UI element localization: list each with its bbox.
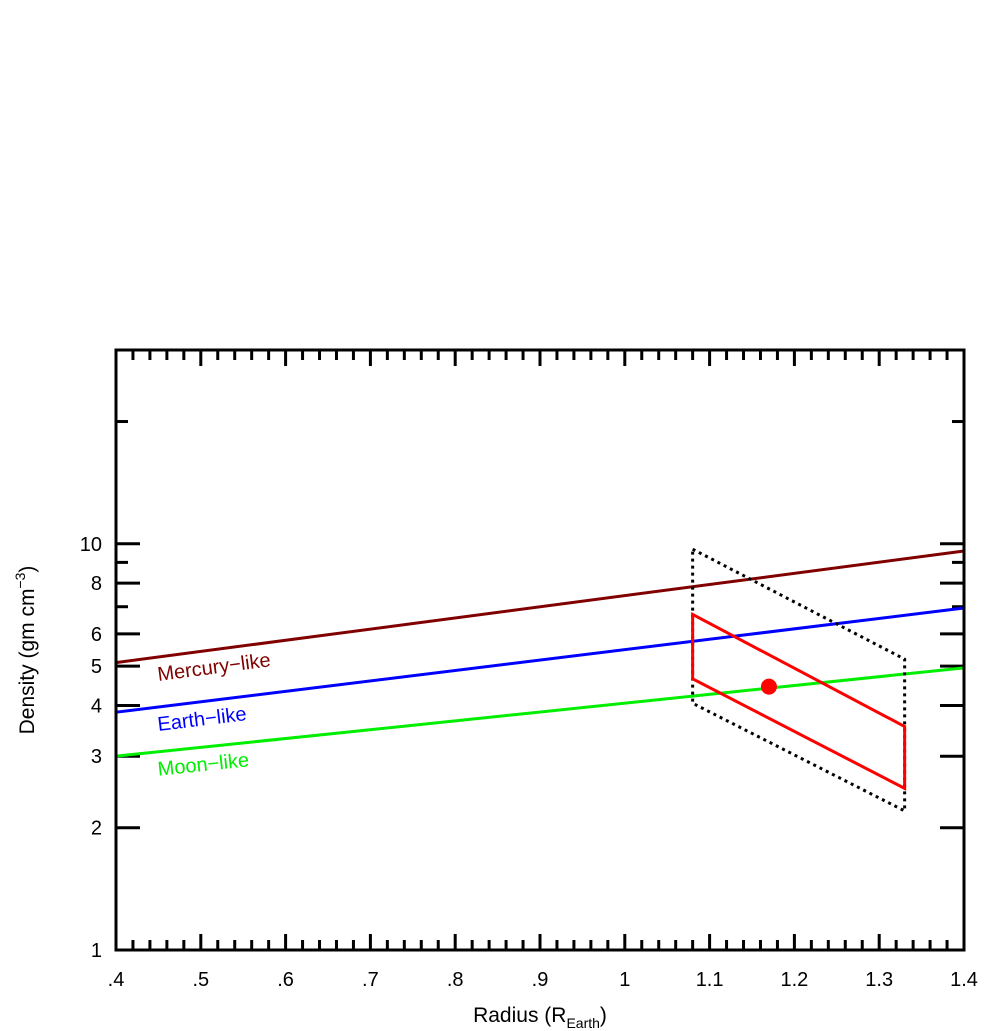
tick-marks [114, 348, 966, 952]
inner-uncertainty-region [691, 611, 907, 791]
x-tick-label: .9 [532, 969, 549, 991]
x-axis-title-close: ) [600, 1004, 607, 1027]
x-tick-label: .6 [277, 969, 294, 991]
y-axis-title-close: ) [16, 566, 39, 573]
x-tick-label: 1.1 [696, 969, 724, 991]
plot-frame [114, 348, 966, 952]
x-axis-title: Radius (REarth) [473, 1004, 607, 1031]
y-axis-title: Density (gm cm−3) [12, 566, 39, 735]
uncertainty-regions [691, 546, 907, 814]
y-tick-label: 10 [80, 534, 102, 556]
y-axis-title-main: Density (gm cm [16, 589, 39, 735]
measurement-layer [760, 678, 777, 695]
x-tick-label: 1.2 [780, 969, 808, 991]
x-tick-label: .8 [447, 969, 464, 991]
x-tick-label: .5 [192, 969, 209, 991]
y-tick-label: 4 [91, 695, 102, 717]
x-axis-title-main: Radius (R [473, 1004, 566, 1027]
y-tick-label: 2 [91, 818, 102, 840]
y-tick-label: 3 [91, 746, 102, 768]
y-tick-label: 5 [91, 656, 102, 678]
y-tick-label: 6 [91, 624, 102, 646]
x-axis-title-sub: Earth [566, 1015, 599, 1031]
x-tick-label: 1 [619, 969, 630, 991]
y-axis-title-sup: −3 [12, 572, 28, 588]
measurement-point [760, 678, 777, 695]
mercury-like-line [115, 549, 965, 665]
x-tick-label: .7 [362, 969, 379, 991]
y-tick-label: 8 [91, 573, 102, 595]
earth-like-line [115, 606, 965, 714]
earth-like-label: Earth−like [156, 703, 248, 736]
moon-like-label: Moon−like [157, 749, 251, 780]
y-tick-label: 1 [91, 940, 102, 962]
x-tick-label: .4 [108, 969, 125, 991]
x-tick-label: 1.3 [865, 969, 893, 991]
x-tick-label: 1.4 [950, 969, 978, 991]
tick-labels: .4 .5 .6 .7 .8 .9 1 1.1 1.2 1.3 1.4 1 2 3 4 5 6 8 10 [80, 534, 978, 991]
